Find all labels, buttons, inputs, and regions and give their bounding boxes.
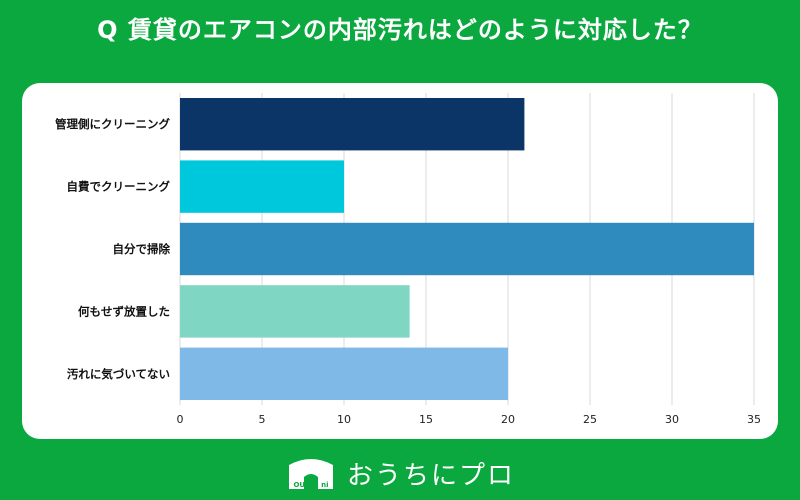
chart-card: 0 5 10 15 20 25 30 35 管理側にクリーニング自費でクリーニング自分で掃除何も… bbox=[22, 83, 778, 439]
bar bbox=[180, 97, 525, 151]
category-label: 汚れに気づいてない bbox=[67, 367, 170, 381]
x-tick-label: 20 bbox=[501, 413, 515, 426]
x-tick-label: 30 bbox=[665, 413, 679, 426]
house-logo-icon: OUCHI ni PRO bbox=[285, 455, 337, 497]
bar bbox=[180, 222, 754, 276]
logo-subtext: OUCHI ni PRO bbox=[293, 481, 329, 497]
category-label: 自分で掃除 bbox=[113, 242, 171, 256]
category-label: 自費でクリーニング bbox=[67, 180, 171, 194]
bar bbox=[180, 160, 344, 213]
category-label: 管理側にクリーニング bbox=[55, 117, 170, 131]
x-tick-label: 5 bbox=[259, 413, 266, 426]
x-tick-label: 0 bbox=[177, 413, 184, 426]
x-tick-label: 10 bbox=[337, 413, 351, 426]
x-tick-label: 35 bbox=[747, 413, 761, 426]
bar-chart: 0 5 10 15 20 25 30 35 管理側にクリーニング自費でクリーニング自分で掃除何も… bbox=[55, 93, 761, 426]
bar bbox=[180, 347, 508, 401]
brand-name: おうちにプロ bbox=[346, 461, 515, 491]
brand-logo: OUCHI ni PRO おうちにプロ bbox=[0, 452, 800, 500]
x-tick-label: 25 bbox=[583, 413, 597, 426]
page-title: Q 賃貸のエアコンの内部汚れはどのように対応した？ bbox=[97, 16, 703, 44]
x-tick-label: 15 bbox=[419, 413, 433, 426]
category-label: 何もせず放置した bbox=[78, 304, 170, 318]
bar bbox=[180, 285, 410, 338]
